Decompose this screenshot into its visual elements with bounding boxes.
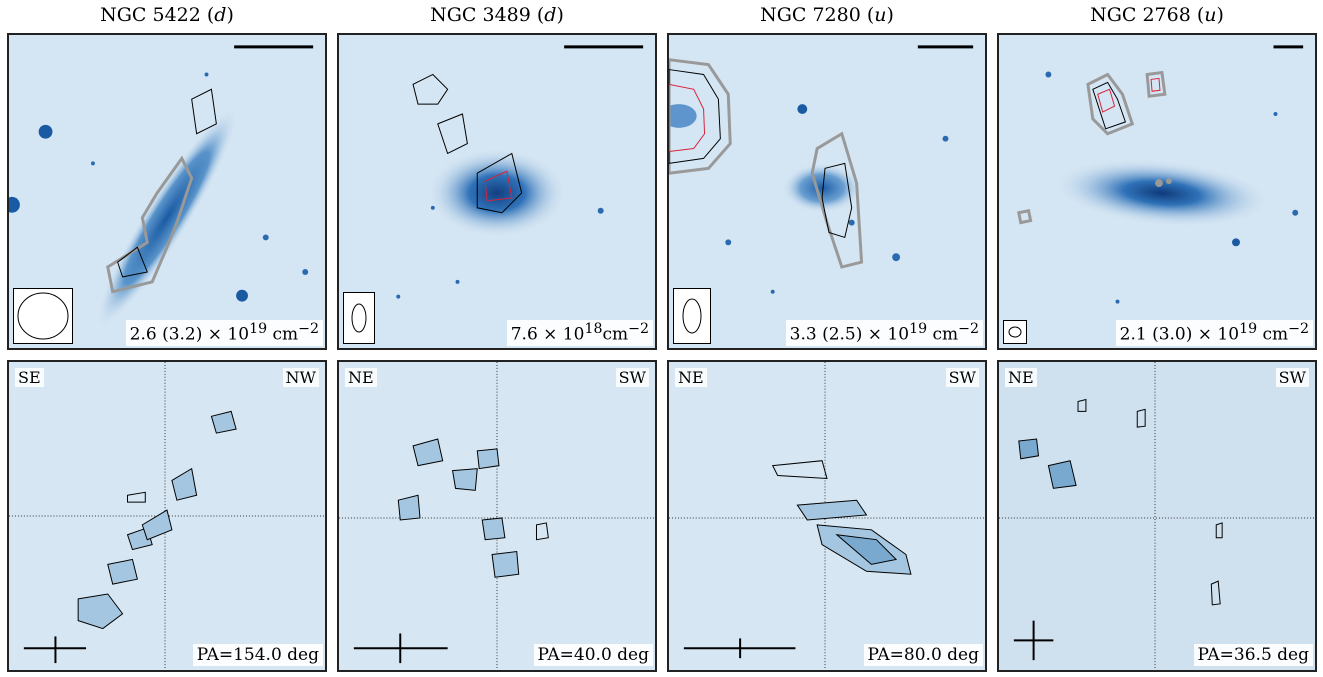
panel-title-4: NGC 2768 (u) bbox=[1090, 4, 1224, 26]
pv-diagram-2 bbox=[339, 362, 655, 670]
pa-label: PA=36.5 deg bbox=[1193, 644, 1313, 666]
pv-panel-ngc5422: SE NW PA=154.0 deg bbox=[7, 360, 327, 672]
pv-right-label: NW bbox=[282, 368, 319, 387]
pv-left-label: NE bbox=[345, 368, 377, 387]
optical-image-4 bbox=[1017, 45, 1304, 304]
pv-diagram-1 bbox=[9, 362, 325, 670]
pa-label: PA=154.0 deg bbox=[192, 644, 323, 666]
pv-panel-ngc3489: NE SW PA=40.0 deg bbox=[337, 360, 657, 672]
beam-ellipse bbox=[673, 288, 711, 344]
image-panel-ngc7280: 3.3 (2.5) × 1019 cm−2 bbox=[667, 33, 987, 350]
pv-right-label: SW bbox=[615, 368, 649, 387]
pv-panel-ngc2768: NE SW PA=36.5 deg bbox=[997, 360, 1317, 672]
pv-diagram-4 bbox=[999, 362, 1315, 670]
pa-label: PA=40.0 deg bbox=[533, 644, 653, 666]
column-density-label: 2.6 (3.2) × 1019 cm−2 bbox=[125, 320, 323, 346]
pv-right-label: SW bbox=[945, 368, 979, 387]
pv-left-label: NE bbox=[1005, 368, 1037, 387]
pv-left-label: SE bbox=[15, 368, 44, 387]
optical-image-1 bbox=[9, 45, 314, 328]
column-density-label: 3.3 (2.5) × 1019 cm−2 bbox=[785, 320, 983, 346]
pv-panel-ngc7280: NE SW PA=80.0 deg bbox=[667, 360, 987, 672]
pv-diagram-3 bbox=[669, 362, 985, 670]
image-panel-ngc3489: 7.6 × 1018cm−2 bbox=[337, 33, 657, 350]
image-panel-ngc2768: 2.1 (3.0) × 1019 cm−2 bbox=[997, 33, 1317, 350]
pa-label: PA=80.0 deg bbox=[863, 644, 983, 666]
panel-title-2: NGC 3489 (d) bbox=[430, 4, 564, 26]
contour-black bbox=[191, 88, 217, 135]
optical-image-3 bbox=[669, 45, 974, 294]
column-density-label: 2.1 (3.0) × 1019 cm−2 bbox=[1115, 320, 1313, 346]
pv-right-label: SW bbox=[1275, 368, 1309, 387]
contour-gray bbox=[106, 155, 194, 294]
beam-ellipse bbox=[13, 288, 73, 344]
panel-title-1: NGC 5422 (d) bbox=[100, 4, 234, 26]
beam-ellipse bbox=[1003, 320, 1027, 344]
optical-image-2 bbox=[396, 45, 644, 299]
image-panel-ngc5422: 2.6 (3.2) × 1019 cm−2 bbox=[7, 33, 327, 350]
column-density-label: 7.6 × 1018cm−2 bbox=[506, 320, 653, 346]
panel-title-3: NGC 7280 (u) bbox=[760, 4, 894, 26]
pv-left-label: NE bbox=[675, 368, 707, 387]
beam-ellipse bbox=[343, 292, 375, 344]
